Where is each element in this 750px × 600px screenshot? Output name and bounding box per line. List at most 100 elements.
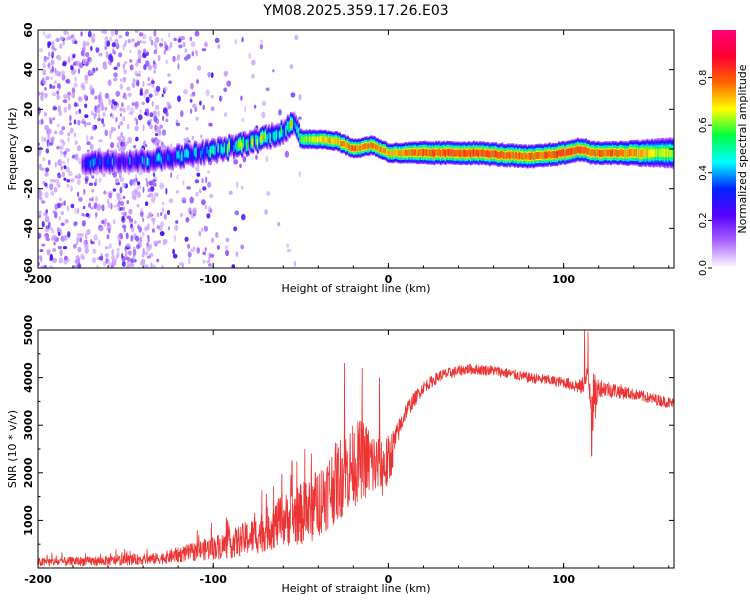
spectrogram-noise-speck (86, 134, 89, 142)
spectrogram-noise-speck (70, 203, 75, 209)
spectrogram-ridge-cell (644, 149, 647, 158)
spectrogram-ridge-cell (182, 154, 185, 162)
spectrogram-noise-speck (253, 104, 257, 109)
spectrogram-noise-speck (104, 246, 109, 250)
spectrogram-noise-speck (47, 249, 51, 254)
spectrogram-noise-speck (59, 249, 63, 257)
spectrogram-ridge-cell (469, 150, 472, 158)
spectrogram-noise-speck (226, 80, 232, 87)
spectrogram-noise-speck (175, 190, 180, 194)
spectrogram-ridge-cell (383, 147, 386, 154)
spectrogram-noise-speck (56, 123, 60, 128)
spectrogram-ridge-cell (442, 148, 446, 156)
spectrogram-ridge-cell (517, 153, 520, 160)
spectrogram-ridge-cell (562, 148, 565, 156)
spectrogram-ridge-cell (137, 158, 140, 166)
spectrogram-noise-speck (126, 105, 131, 111)
spectrogram-noise-speck (84, 103, 88, 109)
spectrogram-noise-speck (42, 79, 47, 85)
spectrogram-noise-speck (240, 244, 245, 250)
spectrogram-noise-speck (73, 119, 77, 125)
spectrogram-noise-speck (90, 206, 94, 210)
spectrogram-noise-speck (118, 34, 123, 39)
spectrogram-ridge-cell (237, 141, 241, 149)
spectrogram-ridge-cell (264, 132, 267, 140)
spectrogram-ridge-cell (498, 151, 501, 159)
spectrogram-noise-speck (51, 85, 56, 89)
spectrogram-noise-speck (58, 245, 62, 250)
spectrogram-noise-speck (62, 61, 67, 67)
spectrogram-ridge-cell (113, 157, 116, 165)
spectrogram-noise-speck (189, 211, 192, 215)
spectrogram-noise-speck (146, 51, 149, 56)
spectrogram-noise-speck (251, 59, 256, 66)
spectrogram-noise-speck (76, 240, 78, 245)
spectrogram-ridge-cell (507, 151, 510, 159)
spectrogram-noise-speck (166, 210, 171, 215)
spectrogram-noise-speck (134, 220, 137, 225)
spectrogram-noise-speck (44, 182, 48, 187)
snr-x-tick-label: 0 (385, 573, 393, 586)
spectrogram-noise-speck (104, 45, 108, 51)
spectrogram-ridge-cell (649, 149, 652, 158)
spectrogram-noise-speck (159, 43, 164, 47)
spectrogram-ridge-cell (531, 152, 534, 160)
spectrogram-noise-speck (122, 107, 126, 113)
spectrogram-ridge-cell (594, 149, 597, 157)
spectrogram-noise-speck (186, 186, 192, 190)
spectrogram-noise-speck (80, 50, 85, 57)
spectrogram-noise-speck (63, 165, 67, 170)
spectrogram-noise-speck (77, 246, 82, 253)
spectrogram-ridge-cell (591, 149, 594, 156)
spectrogram-ridge-cell (286, 122, 289, 130)
spectrogram-noise-speck (161, 129, 167, 136)
spectrogram-ridge-cell (116, 159, 119, 167)
spectrogram-ridge-cell (390, 150, 394, 157)
spectrogram-noise-speck (91, 188, 94, 193)
spectrogram-noise-speck (239, 163, 242, 169)
chart-title: YM08.2025.359.17.26.E03 (262, 3, 448, 19)
spectrogram-noise-speck (112, 77, 118, 82)
spectrogram-ridge-cell (282, 129, 285, 137)
spectrogram-ridge-cell (91, 157, 94, 165)
spectrogram-noise-speck (122, 141, 126, 147)
spectrogram-ridge-cell (510, 151, 513, 159)
spectrogram-noise-speck (137, 49, 142, 56)
spectrogram-noise-speck (174, 58, 177, 62)
spectrogram-noise-speck (126, 264, 130, 268)
spectrogram-noise-speck (127, 39, 131, 44)
spectrogram-noise-speck (119, 113, 123, 117)
spectrogram-ridge-cell (376, 144, 379, 151)
spectrogram-noise-speck (66, 205, 70, 212)
spectrogram-ridge-cell (323, 136, 326, 143)
spectrogram-noise-speck (122, 206, 126, 211)
spectrogram-ridge-cell (616, 150, 619, 157)
spectrogram-noise-speck (101, 204, 105, 212)
spectrogram-noise-speck (67, 231, 71, 238)
spectrogram-noise-speck (153, 49, 158, 55)
spectrogram-ridge-cell (212, 146, 215, 154)
spectrogram-ridge-cell (228, 141, 231, 149)
spectrogram-ridge-cell (392, 150, 395, 157)
spectrogram-noise-speck (105, 257, 109, 265)
spectrogram-noise-speck (145, 60, 150, 67)
spectrogram-ridge-cell (548, 150, 551, 158)
spectrogram-noise-speck (41, 220, 45, 228)
spectrogram-noise-speck (290, 92, 296, 98)
spectrogram-noise-speck (194, 30, 200, 37)
spectrogram-noise-speck (119, 121, 124, 126)
spectrogram-ridge-cell (149, 157, 152, 165)
spectrogram-ridge-cell (185, 149, 189, 157)
spectrogram-noise-speck (189, 93, 195, 98)
spectrogram-ridge-cell (102, 158, 105, 166)
spectrogram-noise-speck (286, 243, 289, 248)
spectrogram-ridge-cell (310, 136, 313, 143)
spectrogram-noise-speck (155, 118, 160, 125)
spectrogram-ridge-cell (346, 142, 349, 148)
spectrogram-ridge-cell (427, 149, 430, 157)
spectrogram-noise-speck (98, 52, 103, 57)
spectrogram-noise-speck (89, 135, 94, 140)
spectrogram-noise-speck (121, 135, 126, 143)
spectrogram-ridge-cell (463, 149, 466, 157)
spectrogram-noise-speck (177, 38, 182, 43)
